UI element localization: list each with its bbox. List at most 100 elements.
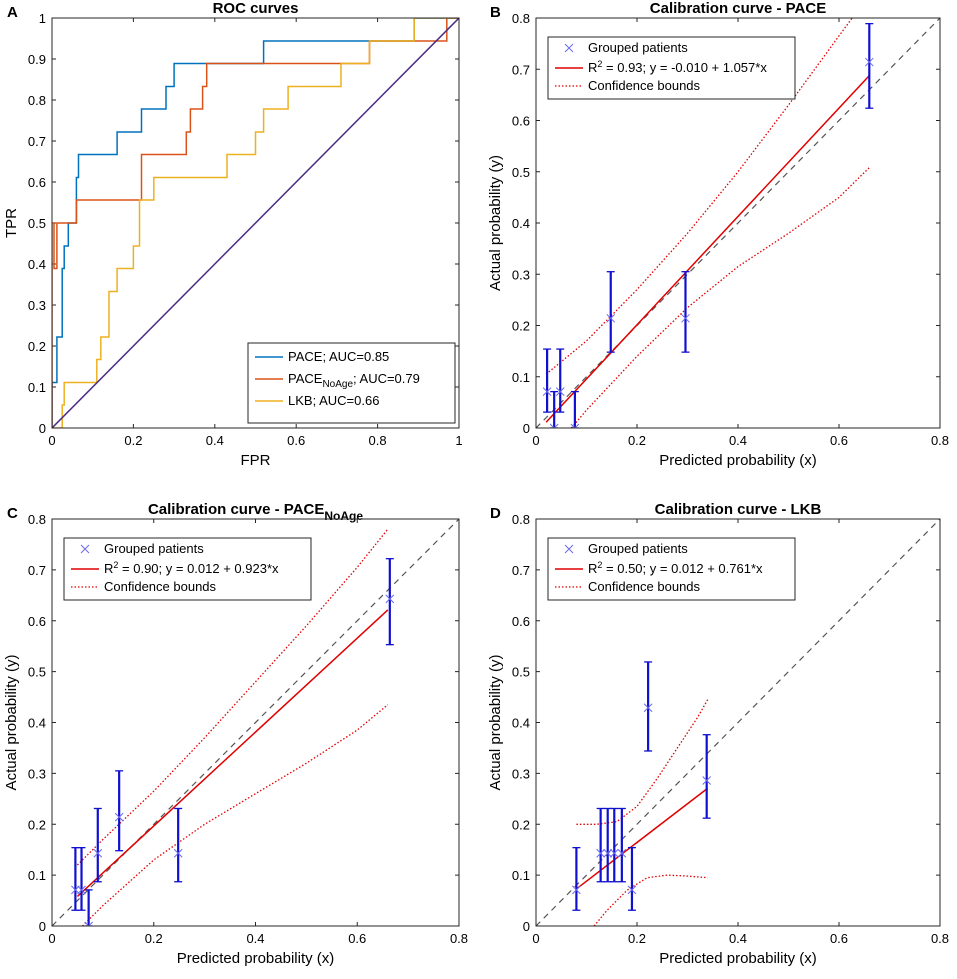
roc-curve-lkb <box>52 18 459 428</box>
x-axis-label: Predicted probability (x) <box>659 950 817 967</box>
data-point-marker <box>702 776 712 785</box>
y-tick-label: 0 <box>39 919 46 934</box>
legend-entry-grouped: Grouped patients <box>104 541 204 556</box>
x-tick-label: 0.2 <box>124 433 142 448</box>
y-tick-label: 0.6 <box>28 614 46 629</box>
y-tick-label: 0.2 <box>28 817 46 832</box>
legend-label-rest: ; AUC=0.79 <box>353 371 420 386</box>
y-tick-label: 0 <box>523 421 530 436</box>
x-tick-label: 0.4 <box>206 433 224 448</box>
y-tick-label: 0.5 <box>512 165 530 180</box>
y-tick-label: 0.6 <box>512 614 530 629</box>
y-tick-label: 0.8 <box>28 512 46 527</box>
data-point-marker <box>643 703 653 713</box>
legend-label-rest: ; AUC=0.85 <box>322 349 389 364</box>
legend-marker-swatch <box>564 43 574 53</box>
regression-line <box>76 609 389 897</box>
x-tick-label: 0.8 <box>450 931 468 946</box>
x-axis-label: FPR <box>241 452 271 469</box>
legend-fit-equation: = 0.90; y = 0.012 + 0.923*x <box>118 561 279 576</box>
legend-box <box>63 537 312 601</box>
x-tick-label: 0.8 <box>931 931 949 946</box>
legend-fit-equation: = 0.50; y = 0.012 + 0.761*x <box>602 561 763 576</box>
y-tick-label: 0 <box>39 421 46 436</box>
panel-d: D 0 0.2 0.4 0.6 0.8 0 0.1 0.2 0.3 0.4 0.5 0.6 0.7 0.8 P… <box>487 501 949 967</box>
data-point-marker <box>542 387 552 396</box>
data-point-marker <box>596 848 605 858</box>
legend-fit-superscript: 2 <box>113 560 118 570</box>
identity-line <box>536 519 940 926</box>
legend-label: LKB <box>288 393 313 408</box>
data-point-marker <box>114 812 124 822</box>
x-tick-label: 0.6 <box>348 931 366 946</box>
y-tick-label: 0.6 <box>512 114 530 129</box>
x-tick-label: 0.2 <box>145 931 163 946</box>
legend-box <box>547 36 796 100</box>
y-tick-label: 0.5 <box>512 665 530 680</box>
legend-fit-equation: = 0.93; y = -0.010 + 1.057*x <box>602 60 767 75</box>
identity-line <box>536 18 940 428</box>
data-point-marker <box>549 423 559 428</box>
data-point-marker <box>864 57 874 67</box>
legend-entry-fit: R2 = 0.50; y = 0.012 + 0.761*x <box>588 560 763 576</box>
x-tick-label: 0.4 <box>246 931 264 946</box>
y-axis-label: Actual probability (y) <box>487 655 504 791</box>
data-point-marker <box>606 313 616 323</box>
y-tick-label: 0.7 <box>28 134 46 149</box>
lower-confidence-bound <box>570 167 870 428</box>
y-tick-label: 0.8 <box>512 512 530 527</box>
legend-label-rest: ; AUC=0.66 <box>313 393 380 408</box>
x-tick-label: 0 <box>532 433 539 448</box>
y-tick-label: 0.1 <box>512 370 530 385</box>
y-tick-label: 0.3 <box>512 267 530 282</box>
legend-label: PACE <box>288 371 323 386</box>
legend-fit-r: R <box>588 561 597 576</box>
y-axis-label: TPR <box>3 208 20 238</box>
legend-entry: PACE; AUC=0.85 <box>288 349 389 364</box>
axes-frame <box>535 17 941 429</box>
data-point-marker <box>555 387 565 396</box>
regression-line <box>545 75 870 423</box>
plot-area <box>52 519 459 926</box>
y-axis-label: Actual probability (y) <box>3 655 20 791</box>
panel-letter: A <box>7 4 18 21</box>
x-tick-label: 0.8 <box>369 433 387 448</box>
plot-area <box>536 18 940 428</box>
legend-label-subscript: NoAge <box>322 379 353 390</box>
data-point-marker <box>93 848 103 858</box>
chart-title: ROC curves <box>213 0 299 17</box>
data-point-marker <box>681 313 690 323</box>
panel-letter: C <box>7 505 18 522</box>
legend-entry: PACENoAge; AUC=0.79 <box>288 371 420 390</box>
lower-confidence-bound <box>593 874 708 926</box>
upper-confidence-bound <box>76 528 389 866</box>
y-tick-label: 0.3 <box>28 766 46 781</box>
legend-entry-grouped: Grouped patients <box>588 541 688 556</box>
legend-entry-bounds: Confidence bounds <box>104 579 217 594</box>
panel-letter: B <box>490 4 501 21</box>
legend-box <box>547 537 796 601</box>
y-tick-label: 0.7 <box>512 563 530 578</box>
x-tick-label: 0.6 <box>287 433 305 448</box>
legend-fit-r: R <box>588 60 597 75</box>
y-tick-label: 0.8 <box>512 11 530 26</box>
data-point-marker <box>617 848 627 858</box>
y-tick-label: 0.4 <box>28 716 46 731</box>
legend-entry-bounds: Confidence bounds <box>588 78 701 93</box>
identity-line <box>52 519 459 926</box>
y-tick-label: 0.5 <box>28 665 46 680</box>
x-tick-label: 0 <box>532 931 539 946</box>
panel-a: A 0 0.2 0.4 0.6 0.8 1 0 0.1 0.2 0.3 0.4 0.5 0.6 0.7 0.8… <box>3 0 463 469</box>
x-tick-label: 0.4 <box>729 931 747 946</box>
y-tick-label: 0.7 <box>512 62 530 77</box>
x-tick-label: 0.2 <box>628 931 646 946</box>
data-point-marker <box>385 594 395 604</box>
chart-title: Calibration curve - PACE <box>650 0 826 17</box>
legend-marker-swatch <box>564 544 574 554</box>
y-tick-label: 0.1 <box>28 868 46 883</box>
data-point-marker <box>77 885 86 895</box>
roc-curve-diagonal <box>52 18 459 428</box>
data-point-marker <box>603 848 613 858</box>
data-point-marker <box>572 885 581 895</box>
chart-title-main: Calibration curve - PACE <box>148 501 324 518</box>
